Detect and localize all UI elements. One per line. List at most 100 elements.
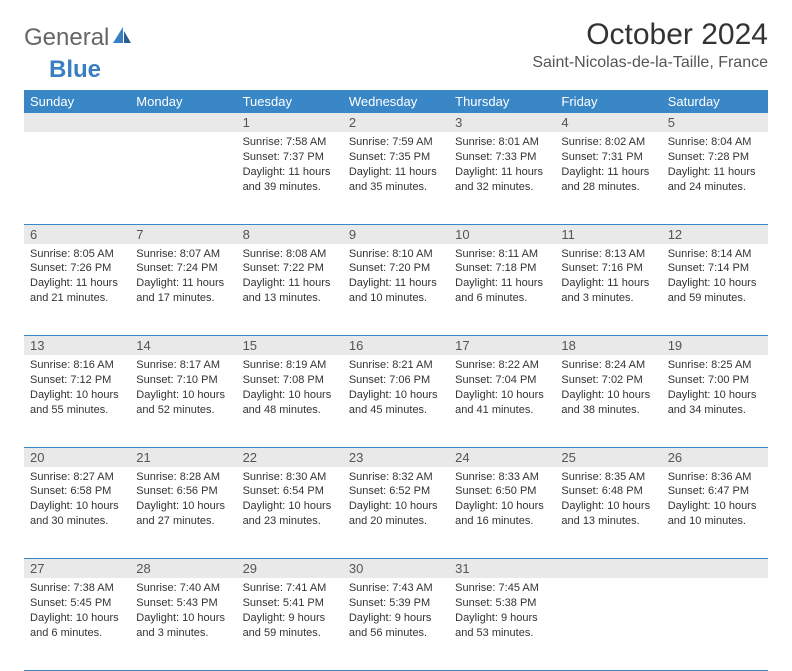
day-cell-details: Sunrise: 8:05 AMSunset: 7:26 PMDaylight:… (24, 244, 130, 336)
empty-cell (24, 113, 130, 132)
day-details: Sunrise: 8:10 AMSunset: 7:20 PMDaylight:… (343, 244, 449, 312)
day-number: 7 (130, 225, 236, 244)
day-details: Sunrise: 8:21 AMSunset: 7:06 PMDaylight:… (343, 355, 449, 423)
day-cell-details: Sunrise: 8:35 AMSunset: 6:48 PMDaylight:… (555, 467, 661, 559)
day-details: Sunrise: 8:02 AMSunset: 7:31 PMDaylight:… (555, 132, 661, 200)
day-cell-details: Sunrise: 8:11 AMSunset: 7:18 PMDaylight:… (449, 244, 555, 336)
day-cell-number: 7 (130, 224, 236, 244)
table-row: Sunrise: 8:16 AMSunset: 7:12 PMDaylight:… (24, 355, 768, 447)
day-details: Sunrise: 7:38 AMSunset: 5:45 PMDaylight:… (24, 578, 130, 646)
day-number: 11 (555, 225, 661, 244)
day-number: 22 (237, 448, 343, 467)
day-number: 2 (343, 113, 449, 132)
day-header: Saturday (662, 90, 768, 113)
day-cell-details: Sunrise: 8:04 AMSunset: 7:28 PMDaylight:… (662, 132, 768, 224)
day-details: Sunrise: 8:14 AMSunset: 7:14 PMDaylight:… (662, 244, 768, 312)
day-details: Sunrise: 8:01 AMSunset: 7:33 PMDaylight:… (449, 132, 555, 200)
day-number: 28 (130, 559, 236, 578)
day-cell-details: Sunrise: 8:01 AMSunset: 7:33 PMDaylight:… (449, 132, 555, 224)
day-header: Monday (130, 90, 236, 113)
day-details: Sunrise: 8:35 AMSunset: 6:48 PMDaylight:… (555, 467, 661, 535)
empty-day-number (24, 113, 130, 132)
day-cell-details: Sunrise: 7:45 AMSunset: 5:38 PMDaylight:… (449, 578, 555, 670)
day-number: 23 (343, 448, 449, 467)
day-number: 13 (24, 336, 130, 355)
day-cell-details: Sunrise: 8:27 AMSunset: 6:58 PMDaylight:… (24, 467, 130, 559)
day-cell-details: Sunrise: 8:07 AMSunset: 7:24 PMDaylight:… (130, 244, 236, 336)
day-number: 1 (237, 113, 343, 132)
logo-text-general: General (24, 24, 109, 52)
empty-day-number (130, 113, 236, 132)
day-details: Sunrise: 8:19 AMSunset: 7:08 PMDaylight:… (237, 355, 343, 423)
day-cell-number: 31 (449, 559, 555, 579)
day-number: 26 (662, 448, 768, 467)
day-cell-details: Sunrise: 8:30 AMSunset: 6:54 PMDaylight:… (237, 467, 343, 559)
table-row: 2728293031 (24, 559, 768, 579)
empty-cell (555, 578, 661, 670)
day-cell-details: Sunrise: 7:41 AMSunset: 5:41 PMDaylight:… (237, 578, 343, 670)
day-number: 15 (237, 336, 343, 355)
day-cell-number: 18 (555, 336, 661, 356)
day-cell-details: Sunrise: 8:13 AMSunset: 7:16 PMDaylight:… (555, 244, 661, 336)
day-cell-number: 20 (24, 447, 130, 467)
logo: General (24, 18, 135, 52)
day-details: Sunrise: 7:41 AMSunset: 5:41 PMDaylight:… (237, 578, 343, 646)
day-number: 14 (130, 336, 236, 355)
table-row: Sunrise: 8:05 AMSunset: 7:26 PMDaylight:… (24, 244, 768, 336)
day-number: 17 (449, 336, 555, 355)
table-row: Sunrise: 7:38 AMSunset: 5:45 PMDaylight:… (24, 578, 768, 670)
day-header: Wednesday (343, 90, 449, 113)
table-row: 13141516171819 (24, 336, 768, 356)
day-cell-number: 5 (662, 113, 768, 132)
day-details: Sunrise: 8:27 AMSunset: 6:58 PMDaylight:… (24, 467, 130, 535)
day-cell-number: 25 (555, 447, 661, 467)
day-number: 3 (449, 113, 555, 132)
location-label: Saint-Nicolas-de-la-Taille, France (532, 54, 768, 72)
day-cell-number: 10 (449, 224, 555, 244)
month-title: October 2024 (532, 18, 768, 52)
day-cell-number: 2 (343, 113, 449, 132)
day-details: Sunrise: 8:05 AMSunset: 7:26 PMDaylight:… (24, 244, 130, 312)
day-cell-details: Sunrise: 8:02 AMSunset: 7:31 PMDaylight:… (555, 132, 661, 224)
day-cell-number: 12 (662, 224, 768, 244)
day-cell-details: Sunrise: 8:17 AMSunset: 7:10 PMDaylight:… (130, 355, 236, 447)
day-number: 27 (24, 559, 130, 578)
day-cell-details: Sunrise: 7:59 AMSunset: 7:35 PMDaylight:… (343, 132, 449, 224)
day-details: Sunrise: 8:32 AMSunset: 6:52 PMDaylight:… (343, 467, 449, 535)
day-cell-details: Sunrise: 7:58 AMSunset: 7:37 PMDaylight:… (237, 132, 343, 224)
logo-text-blue: Blue (49, 56, 101, 83)
day-details: Sunrise: 8:24 AMSunset: 7:02 PMDaylight:… (555, 355, 661, 423)
day-cell-number: 14 (130, 336, 236, 356)
day-cell-details: Sunrise: 7:40 AMSunset: 5:43 PMDaylight:… (130, 578, 236, 670)
day-cell-details: Sunrise: 8:19 AMSunset: 7:08 PMDaylight:… (237, 355, 343, 447)
day-cell-number: 15 (237, 336, 343, 356)
day-number: 24 (449, 448, 555, 467)
day-cell-number: 26 (662, 447, 768, 467)
day-number: 4 (555, 113, 661, 132)
day-number: 18 (555, 336, 661, 355)
day-details: Sunrise: 8:16 AMSunset: 7:12 PMDaylight:… (24, 355, 130, 423)
day-header: Thursday (449, 90, 555, 113)
empty-cell (555, 559, 661, 579)
table-row: Sunrise: 7:58 AMSunset: 7:37 PMDaylight:… (24, 132, 768, 224)
day-cell-number: 29 (237, 559, 343, 579)
day-header: Friday (555, 90, 661, 113)
day-number: 20 (24, 448, 130, 467)
day-details: Sunrise: 8:08 AMSunset: 7:22 PMDaylight:… (237, 244, 343, 312)
day-details: Sunrise: 8:36 AMSunset: 6:47 PMDaylight:… (662, 467, 768, 535)
day-cell-number: 11 (555, 224, 661, 244)
day-details: Sunrise: 8:17 AMSunset: 7:10 PMDaylight:… (130, 355, 236, 423)
day-details: Sunrise: 8:07 AMSunset: 7:24 PMDaylight:… (130, 244, 236, 312)
empty-cell (130, 132, 236, 224)
empty-cell (24, 132, 130, 224)
day-number: 10 (449, 225, 555, 244)
day-cell-details: Sunrise: 8:21 AMSunset: 7:06 PMDaylight:… (343, 355, 449, 447)
day-number: 5 (662, 113, 768, 132)
day-number: 30 (343, 559, 449, 578)
day-number: 19 (662, 336, 768, 355)
calendar-table: SundayMondayTuesdayWednesdayThursdayFrid… (24, 90, 768, 671)
table-row: 20212223242526 (24, 447, 768, 467)
empty-day-number (555, 559, 661, 578)
day-number: 25 (555, 448, 661, 467)
day-number: 6 (24, 225, 130, 244)
